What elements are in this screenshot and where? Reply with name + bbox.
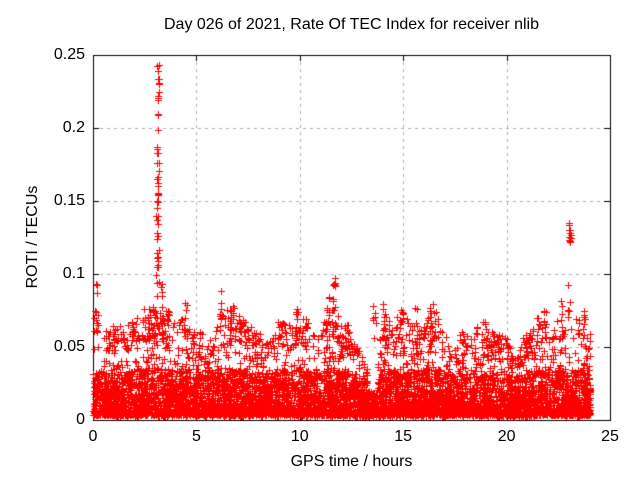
chart-title: Day 026 of 2021, Rate Of TEC Index for r… (163, 16, 539, 33)
x-tick-label: 15 (394, 428, 413, 445)
x-tick-label: 5 (191, 428, 201, 445)
y-tick-label: 0.2 (62, 119, 85, 136)
x-tick-label: 0 (88, 428, 98, 445)
x-tick-label: 25 (601, 428, 619, 445)
x-axis-label: GPS time / hours (290, 453, 413, 470)
x-tick-label: 10 (290, 428, 309, 445)
y-tick-label: 0.25 (53, 46, 85, 63)
x-tick-label: 20 (497, 428, 516, 445)
y-tick-label: 0.05 (53, 338, 85, 355)
y-tick-label: 0 (76, 411, 85, 428)
y-tick-label: 0.1 (62, 265, 85, 282)
y-tick-label: 0.15 (53, 192, 85, 209)
